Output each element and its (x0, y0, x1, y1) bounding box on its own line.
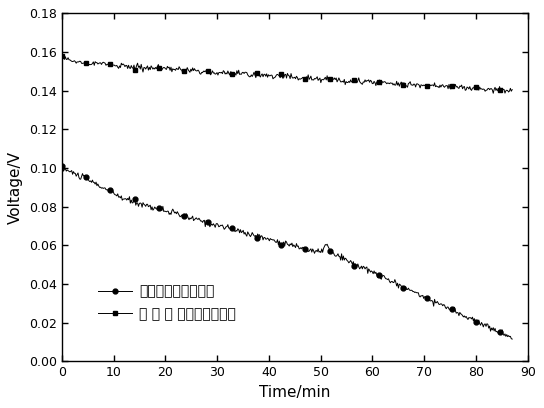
传统阴极结构的电池 (275, 242, 282, 247)
X-axis label: Time/min: Time/min (259, 385, 330, 400)
本 发 明 阴极结构的电池 (302, 76, 309, 81)
Line: 传统阴极结构的电池: 传统阴极结构的电池 (59, 164, 515, 341)
传统阴极结构的电池 (59, 164, 65, 169)
传统阴极结构的电池 (326, 248, 333, 253)
传统阴极结构的电池 (302, 246, 309, 251)
Legend: 传统阴极结构的电池, 本 发 明 阴极结构的电池: 传统阴极结构的电池, 本 发 明 阴极结构的电池 (92, 279, 242, 326)
传统阴极结构的电池 (428, 298, 434, 303)
本 发 明 阴极结构的电池 (509, 87, 516, 92)
本 发 明 阴极结构的电池 (273, 74, 279, 79)
本 发 明 阴极结构的电池 (59, 53, 65, 58)
本 发 明 阴极结构的电池 (499, 86, 505, 91)
传统阴极结构的电池 (509, 337, 516, 341)
Line: 本 发 明 阴极结构的电池: 本 发 明 阴极结构的电池 (59, 53, 515, 95)
Y-axis label: Voltage/V: Voltage/V (8, 151, 23, 224)
本 发 明 阴极结构的电池 (428, 83, 434, 88)
本 发 明 阴极结构的电池 (326, 77, 333, 82)
本 发 明 阴极结构的电池 (490, 91, 497, 96)
本 发 明 阴极结构的电池 (275, 73, 282, 78)
传统阴极结构的电池 (498, 332, 505, 337)
传统阴极结构的电池 (273, 240, 279, 245)
